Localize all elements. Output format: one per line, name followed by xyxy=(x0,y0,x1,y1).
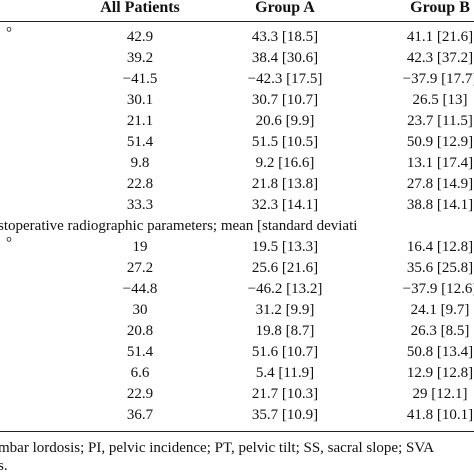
row-label: ° xyxy=(6,235,12,251)
table-cell: 51.5 [10.5] xyxy=(251,134,319,150)
table-cell: −42.3 [17.5] xyxy=(247,71,323,87)
table-cell: 6.6 xyxy=(130,365,150,381)
section-title: stoperative radiographic parameters; mea… xyxy=(0,218,358,234)
table-cell: 20.8 xyxy=(126,323,154,339)
table-cell: 21.8 [13.8] xyxy=(251,176,319,192)
column-header: Group B xyxy=(410,0,470,16)
table-cell: 35.7 [10.9] xyxy=(251,407,319,423)
bottom-rule xyxy=(0,431,474,432)
table-cell: 9.8 xyxy=(130,155,150,171)
table-cell: 19 xyxy=(132,239,148,255)
table-cell: 9.2 [16.6] xyxy=(255,155,315,171)
table-cell: 42.3 [37.2] xyxy=(406,50,474,66)
table-cell: 51.4 xyxy=(126,344,154,360)
table-cell: 16.4 [12.8] xyxy=(406,239,474,255)
table-cell: −41.5 xyxy=(122,71,158,87)
table-cell: 22.9 xyxy=(126,386,154,402)
table-cell: 27.8 [14.9] xyxy=(406,176,474,192)
table-cell: 22.8 xyxy=(126,176,154,192)
table-cell: 29 [12.1] xyxy=(412,386,468,402)
table-cell: 21.1 xyxy=(126,113,154,129)
table-cell: 50.9 [12.9] xyxy=(406,134,474,150)
table-cell: 5.4 [11.9] xyxy=(255,365,315,381)
table-cell: 19.8 [8.7] xyxy=(255,323,315,339)
table-cell: 31.2 [9.9] xyxy=(255,302,315,318)
table-cell: 36.7 xyxy=(126,407,154,423)
table-cell: 38.8 [14.1] xyxy=(406,197,474,213)
table-cell: 33.3 xyxy=(126,197,154,213)
table-cell: 51.4 xyxy=(126,134,154,150)
row-label: ° xyxy=(6,25,12,41)
table-cell: 50.8 [13.4] xyxy=(406,344,474,360)
table-cell: −46.2 [13.2] xyxy=(247,281,323,297)
table-cell: 30.1 xyxy=(126,92,154,108)
table-cell: 41.8 [10.1] xyxy=(406,407,474,423)
table-cell: 38.4 [30.6] xyxy=(251,50,319,66)
table-cell: 30.7 [10.7] xyxy=(251,92,319,108)
column-header: All Patients xyxy=(100,0,180,16)
table-cell: 20.6 [9.9] xyxy=(255,113,315,129)
table-cell: 24.1 [9.7] xyxy=(410,302,470,318)
table-cell: 39.2 xyxy=(126,50,154,66)
table-cell: 13.1 [17.4] xyxy=(406,155,474,171)
table-cell: 30 xyxy=(132,302,148,318)
table-cell: 32.3 [14.1] xyxy=(251,197,319,213)
table-cell: 41.1 [21.6] xyxy=(406,29,474,45)
table-cell: 25.6 [21.6] xyxy=(251,260,319,276)
column-header: Group A xyxy=(255,0,315,16)
table-cell: 19.5 [13.3] xyxy=(251,239,319,255)
table-cell: 26.3 [8.5] xyxy=(410,323,470,339)
table-cell: 23.7 [11.5] xyxy=(407,113,473,129)
footnote: s. xyxy=(0,458,8,474)
table-cell: −37.9 [12.6] xyxy=(402,281,474,297)
table-cell: −44.8 xyxy=(122,281,158,297)
table-cell: 21.7 [10.3] xyxy=(251,386,319,402)
table-cell: 43.3 [18.5] xyxy=(251,29,319,45)
table-cell: −37.9 [17.7] xyxy=(402,71,474,87)
table-cell: 42.9 xyxy=(126,29,154,45)
table-cell: 12.9 [12.8] xyxy=(406,365,474,381)
footnote: mbar lordosis; PI, pelvic incidence; PT,… xyxy=(0,440,435,456)
table-cell: 26.5 [13] xyxy=(412,92,468,108)
table-cell: 51.6 [10.7] xyxy=(251,344,319,360)
table-cell: 27.2 xyxy=(126,260,154,276)
table-cell: 35.6 [25.8] xyxy=(406,260,474,276)
header-rule xyxy=(0,21,474,22)
